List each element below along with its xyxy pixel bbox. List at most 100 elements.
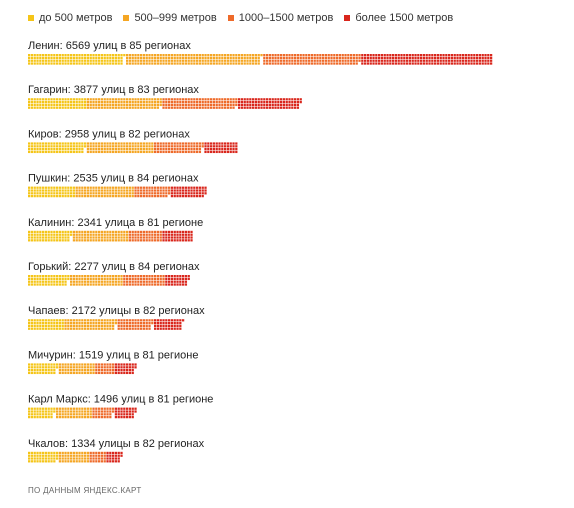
bar-cell <box>120 283 123 286</box>
bar-cell <box>137 322 140 325</box>
bar-cell <box>106 322 109 325</box>
bar-cell <box>187 277 190 281</box>
bar-cell <box>378 59 381 62</box>
bar-segment <box>114 407 137 419</box>
bar-cell <box>176 106 179 109</box>
bar-cell <box>84 195 87 198</box>
bar-cell <box>67 239 70 242</box>
bar-cell <box>170 322 174 325</box>
bar-cell <box>294 62 297 65</box>
bar-cell <box>291 54 294 57</box>
bar-cell <box>319 56 322 60</box>
bar-cell <box>61 319 64 322</box>
bar-cell <box>86 62 90 65</box>
bar-cell <box>50 233 53 236</box>
bar-cell <box>131 322 134 325</box>
bar-cell <box>58 366 62 369</box>
bar-cell <box>36 363 39 366</box>
bar-cell <box>156 145 160 148</box>
bar-cell <box>61 324 64 328</box>
bar-cell <box>36 407 39 410</box>
bar-cell <box>126 192 129 195</box>
bar-cell <box>114 322 118 325</box>
bar-cell <box>235 56 238 60</box>
bar-cell <box>352 54 356 57</box>
bar-cell <box>212 56 216 60</box>
bar-cell <box>75 275 78 278</box>
bar-cell <box>140 283 143 286</box>
bar-cell <box>128 410 132 413</box>
bar-cell <box>28 413 31 416</box>
bar-cell <box>324 54 328 57</box>
bar-cell <box>168 62 171 65</box>
bar-cell <box>78 416 81 419</box>
bar-cell <box>28 150 31 154</box>
bar-cell <box>162 145 165 148</box>
bar-cell <box>310 56 314 60</box>
bar-cell <box>428 54 431 57</box>
bar-cell <box>151 239 154 242</box>
bar-cell <box>112 366 115 369</box>
bar-cell <box>89 186 92 189</box>
bar-cell <box>148 233 151 236</box>
bar-segment <box>28 98 87 109</box>
bar-cell <box>128 233 132 236</box>
bar-cell <box>86 189 90 192</box>
bar-cell <box>47 460 50 463</box>
bar-cell <box>109 233 112 236</box>
bar-cell <box>30 460 34 463</box>
bar-cell <box>134 239 137 242</box>
bar-cell <box>131 280 134 283</box>
bar-cell <box>47 369 50 372</box>
bar-cell <box>120 233 123 236</box>
bar-cell <box>422 62 426 65</box>
bar-cell <box>67 101 70 104</box>
bar-cell <box>173 283 176 286</box>
bar-cell <box>176 230 179 234</box>
source-note: ПО ДАННЫМ ЯНДЕКС.КАРТ <box>28 486 142 495</box>
bar-cell <box>106 150 109 154</box>
bar-cell <box>154 150 157 154</box>
bar-cell <box>70 413 73 416</box>
bar-cell <box>86 186 90 189</box>
bar-cell <box>137 280 140 283</box>
bar-cell <box>36 142 39 145</box>
bar-cell <box>84 413 87 416</box>
bar-cell <box>72 277 76 281</box>
bar-cell <box>44 62 48 65</box>
bar-cell <box>58 56 62 60</box>
bar-cell <box>394 54 398 57</box>
bar-cell <box>53 101 56 104</box>
bar-cell <box>56 189 59 192</box>
bar-cell <box>271 54 274 57</box>
bar-cell <box>89 407 92 410</box>
bar-cell <box>98 416 101 419</box>
bar-cell <box>162 280 165 283</box>
bar-cell <box>165 236 168 239</box>
bar-cell <box>285 103 288 107</box>
bar-cell <box>128 363 132 366</box>
bar-cell <box>81 322 84 325</box>
bar-cell <box>184 103 188 107</box>
bar-cell <box>100 416 104 419</box>
bar-cell <box>338 54 342 57</box>
bar-cell <box>137 233 140 236</box>
bar-cell <box>81 148 84 151</box>
bar-cell <box>128 59 132 62</box>
bar-cell <box>109 189 112 192</box>
bar-cell <box>120 410 123 413</box>
bar-cell <box>215 62 218 65</box>
bar-cell <box>450 56 454 60</box>
bar-cell <box>120 59 123 62</box>
bar-cell <box>341 62 344 65</box>
bar-cell <box>64 366 67 369</box>
bar-cell <box>33 416 36 419</box>
bar-cell <box>190 192 193 195</box>
bar-cell <box>44 277 48 281</box>
bar-cell <box>151 275 154 278</box>
bar-cell <box>140 192 143 195</box>
bar-cell <box>170 186 174 189</box>
bar-cell <box>170 327 174 330</box>
bar-cell <box>232 145 235 148</box>
bar-cell <box>184 98 188 101</box>
